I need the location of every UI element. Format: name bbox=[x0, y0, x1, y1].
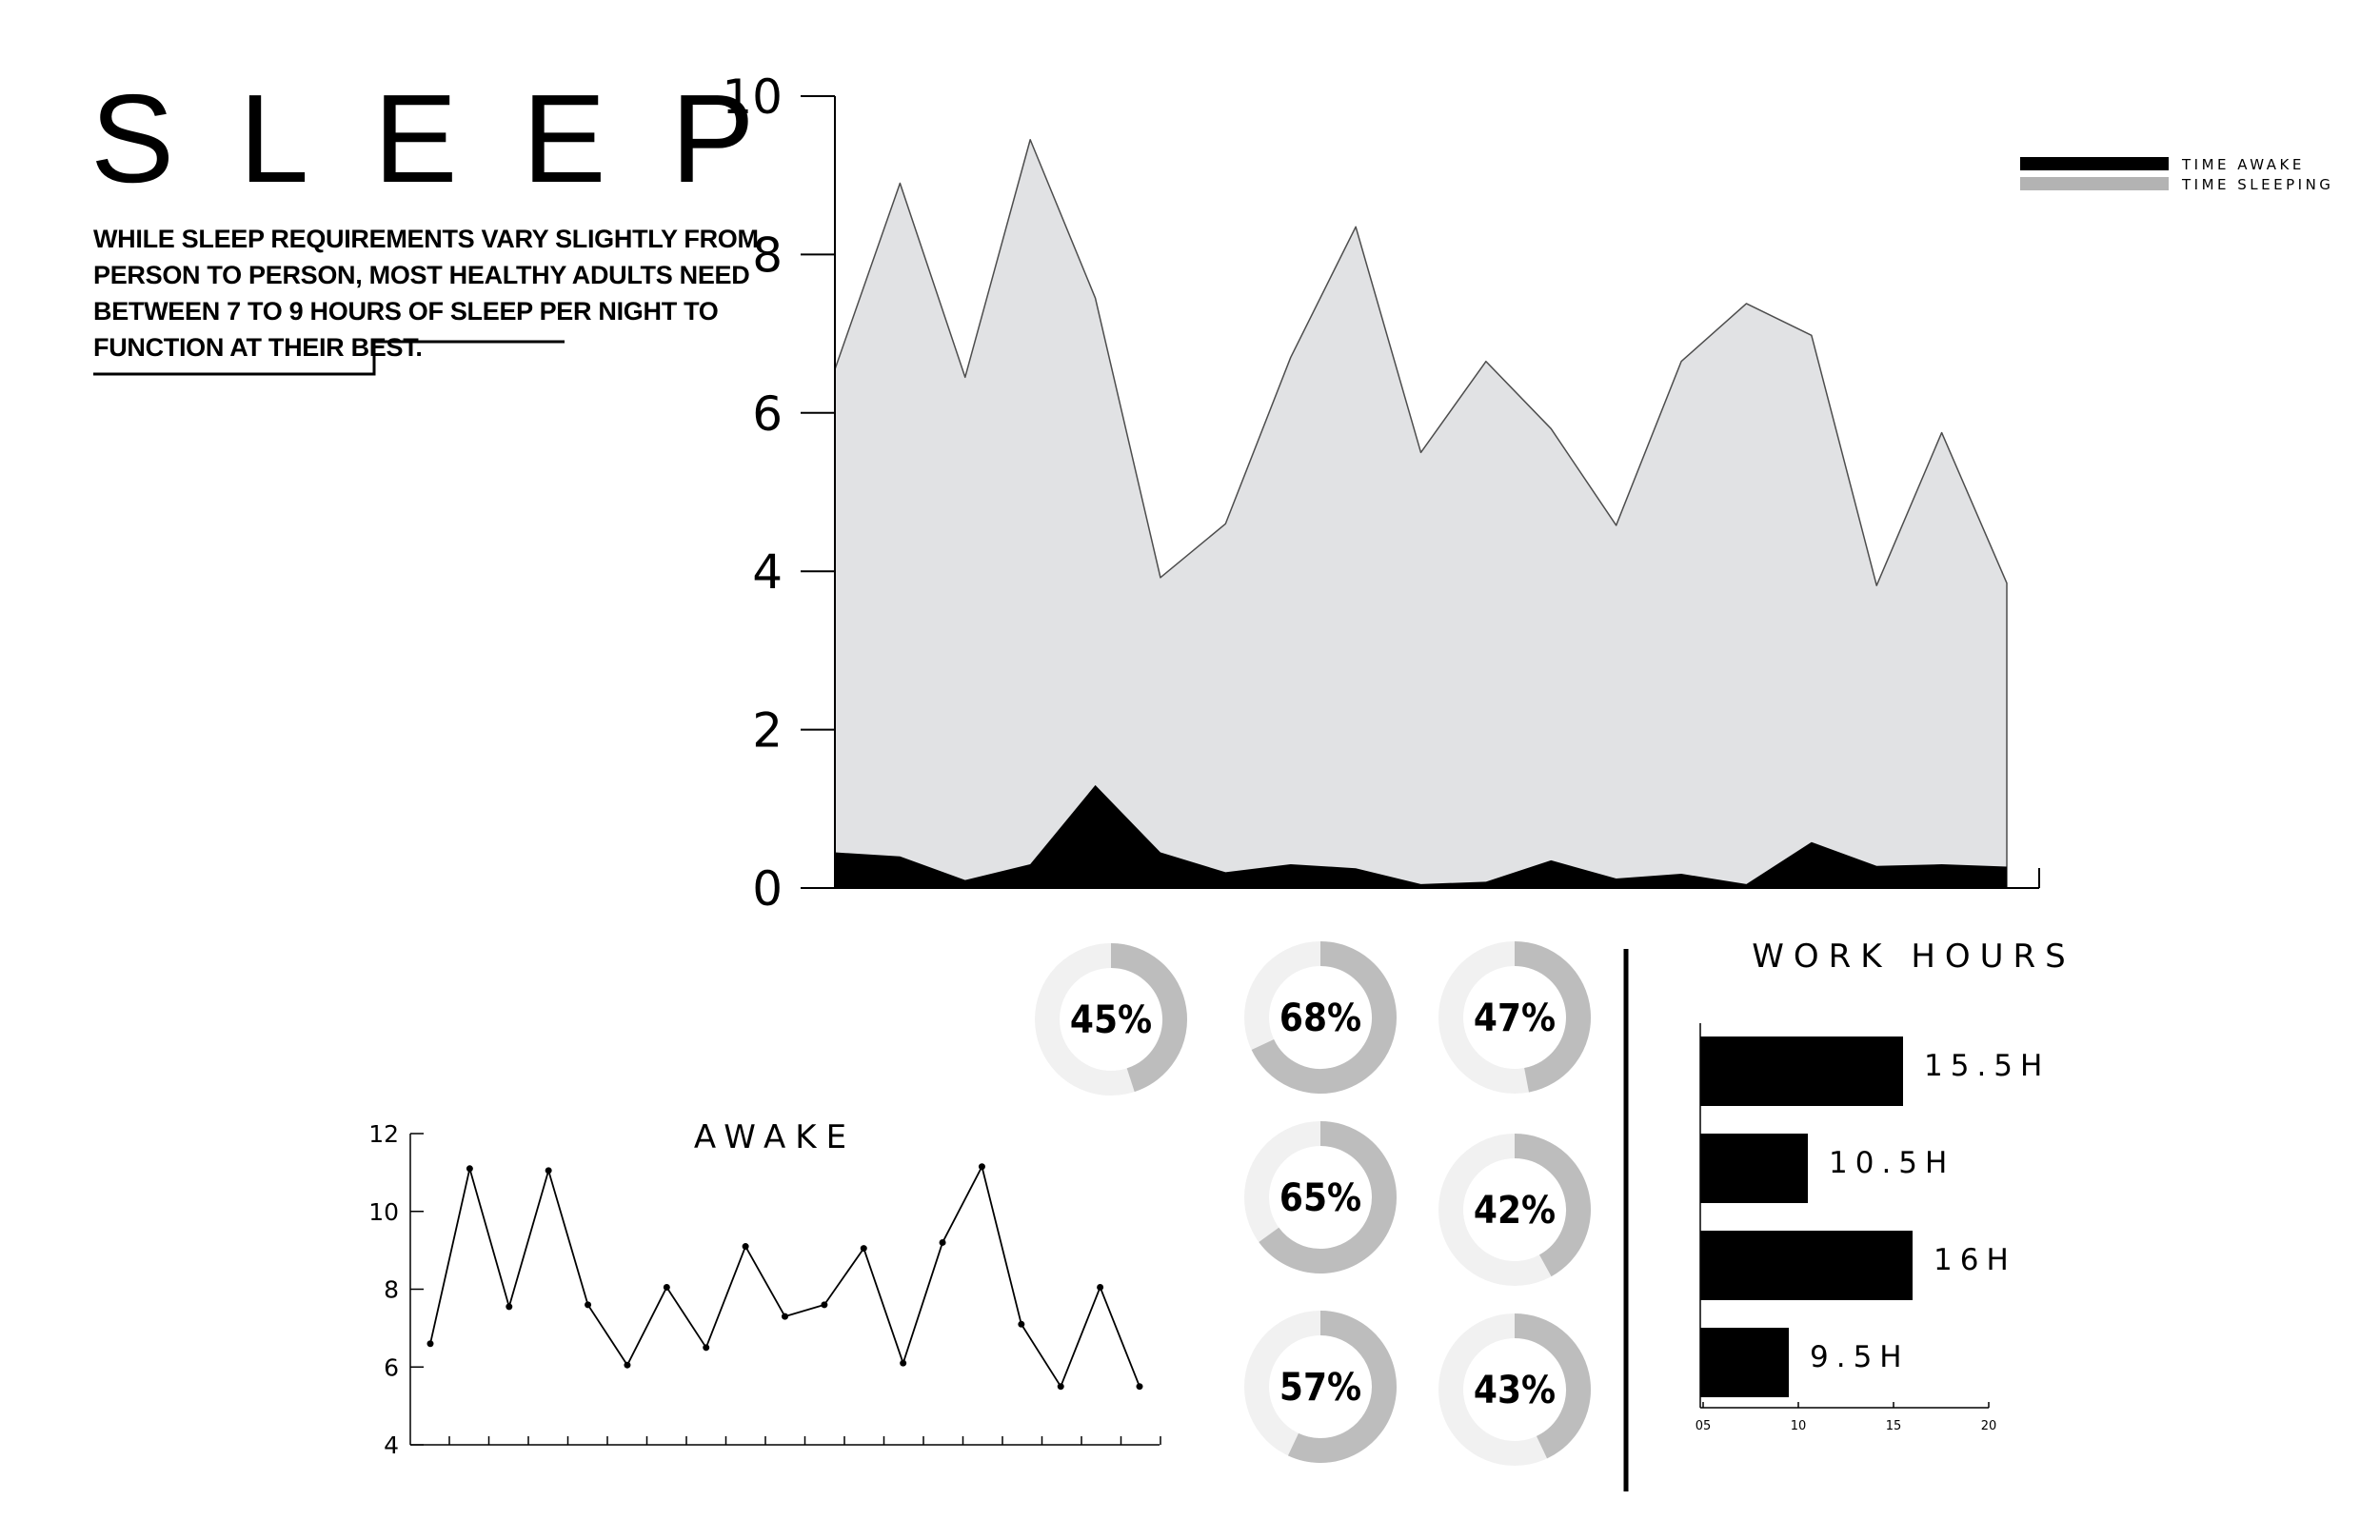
y-tick-label: 8 bbox=[384, 1276, 399, 1304]
bar-value-label: 16H bbox=[1934, 1243, 2016, 1277]
work-hours-bar bbox=[1700, 1328, 1789, 1397]
donut-fill bbox=[1287, 1311, 1397, 1463]
y-tick-label: 6 bbox=[384, 1353, 399, 1381]
awake-data-point bbox=[585, 1301, 592, 1309]
chart-title: AWAKE bbox=[694, 1118, 856, 1156]
work-hours-bar bbox=[1700, 1231, 1913, 1300]
awake-data-point bbox=[703, 1344, 710, 1352]
work-hours-bar bbox=[1700, 1134, 1808, 1203]
work-hours-chart: 05 10 15 20 15.5H 10.5H 16H 9.5H WORK HOURS bbox=[1696, 938, 2075, 1433]
donut-percent-label: 65% bbox=[1279, 1176, 1361, 1220]
awake-data-point bbox=[466, 1165, 473, 1173]
awake-data-point bbox=[978, 1163, 985, 1171]
donut-charts: 45% 68% 47% 65% 42% 57% 43% bbox=[1035, 941, 1591, 1466]
y-tick-label: 0 bbox=[752, 861, 783, 917]
x-tick-label: 15 bbox=[1886, 1419, 1902, 1433]
donut-percent-label: 45% bbox=[1070, 998, 1152, 1042]
time-sleeping-area bbox=[834, 139, 2008, 889]
donut-fill bbox=[1259, 1121, 1397, 1273]
chart-title: WORK HOURS bbox=[1752, 938, 2075, 976]
y-tick-label: 4 bbox=[752, 544, 783, 600]
legend-label: TIME SLEEPING bbox=[2181, 176, 2333, 193]
awake-data-point bbox=[1018, 1320, 1025, 1328]
sleep-area-chart: 0 2 4 6 8 10 TIME AWAKE TIME SLEEPING bbox=[722, 69, 2333, 917]
intro-line-1: WHILE SLEEP REQUIREMENTS VARY SLIGHTLY F… bbox=[93, 225, 759, 253]
awake-data-point bbox=[1057, 1383, 1064, 1391]
y-tick-label: 12 bbox=[368, 1120, 399, 1148]
awake-data-point bbox=[742, 1243, 749, 1251]
legend-swatch bbox=[2020, 177, 2169, 190]
awake-data-point bbox=[860, 1245, 867, 1253]
intro-underline bbox=[93, 340, 565, 376]
y-tick-label: 8 bbox=[752, 227, 783, 283]
x-tick-label: 10 bbox=[1791, 1419, 1807, 1433]
donut-percent-label: 43% bbox=[1474, 1369, 1556, 1412]
awake-data-point bbox=[545, 1167, 552, 1175]
awake-data-point bbox=[821, 1301, 828, 1309]
y-tick-label: 6 bbox=[752, 386, 783, 442]
donut-fill bbox=[1514, 1313, 1591, 1459]
awake-data-point bbox=[782, 1313, 788, 1320]
y-tick-label: 10 bbox=[722, 69, 783, 125]
donut-fill bbox=[1110, 943, 1187, 1093]
y-tick-label: 10 bbox=[368, 1198, 399, 1226]
donut-fill bbox=[1514, 1134, 1591, 1277]
donut-percent-label: 68% bbox=[1279, 997, 1361, 1040]
awake-data-point bbox=[624, 1361, 631, 1369]
donut-percent-label: 47% bbox=[1474, 997, 1556, 1040]
work-hours-bar bbox=[1700, 1037, 1903, 1106]
page-title: SLEEP bbox=[90, 69, 820, 208]
awake-line-chart: 4 6 8 10 12 AWAKE bbox=[368, 1118, 1161, 1459]
intro-line-3: BETWEEN 7 TO 9 HOURS OF SLEEP PER NIGHT … bbox=[93, 297, 719, 326]
donut-percent-label: 42% bbox=[1474, 1189, 1556, 1233]
y-tick-label: 2 bbox=[752, 703, 783, 759]
donut-percent-label: 57% bbox=[1279, 1366, 1361, 1410]
donut-fill bbox=[1514, 941, 1591, 1093]
awake-data-point bbox=[663, 1283, 670, 1291]
donut-fill bbox=[1251, 941, 1397, 1094]
bar-value-label: 10.5H bbox=[1829, 1146, 1954, 1180]
awake-data-point bbox=[1136, 1383, 1143, 1391]
awake-data-point bbox=[900, 1359, 907, 1367]
y-tick-label: 4 bbox=[384, 1431, 399, 1459]
legend-label: TIME AWAKE bbox=[2181, 156, 2305, 173]
bar-value-label: 9.5H bbox=[1810, 1340, 1910, 1374]
legend-swatch bbox=[2020, 157, 2169, 170]
intro-line-4: FUNCTION AT THEIR BEST. bbox=[93, 333, 423, 362]
intro-line-2: PERSON TO PERSON, MOST HEALTHY ADULTS NE… bbox=[93, 261, 749, 289]
x-tick-label: 05 bbox=[1696, 1419, 1712, 1433]
time-awake-area bbox=[835, 784, 2007, 888]
awake-data-point bbox=[506, 1303, 513, 1311]
awake-data-point bbox=[939, 1238, 946, 1246]
awake-data-point bbox=[426, 1340, 434, 1348]
bar-value-label: 15.5H bbox=[1924, 1049, 2050, 1083]
awake-data-point bbox=[1097, 1283, 1104, 1291]
x-tick-label: 20 bbox=[1981, 1419, 1997, 1433]
awake-series-line bbox=[429, 1165, 1140, 1388]
